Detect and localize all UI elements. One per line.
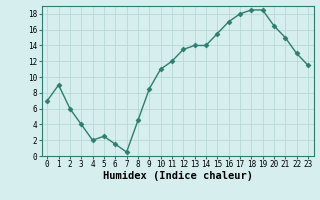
X-axis label: Humidex (Indice chaleur): Humidex (Indice chaleur) — [103, 171, 252, 181]
